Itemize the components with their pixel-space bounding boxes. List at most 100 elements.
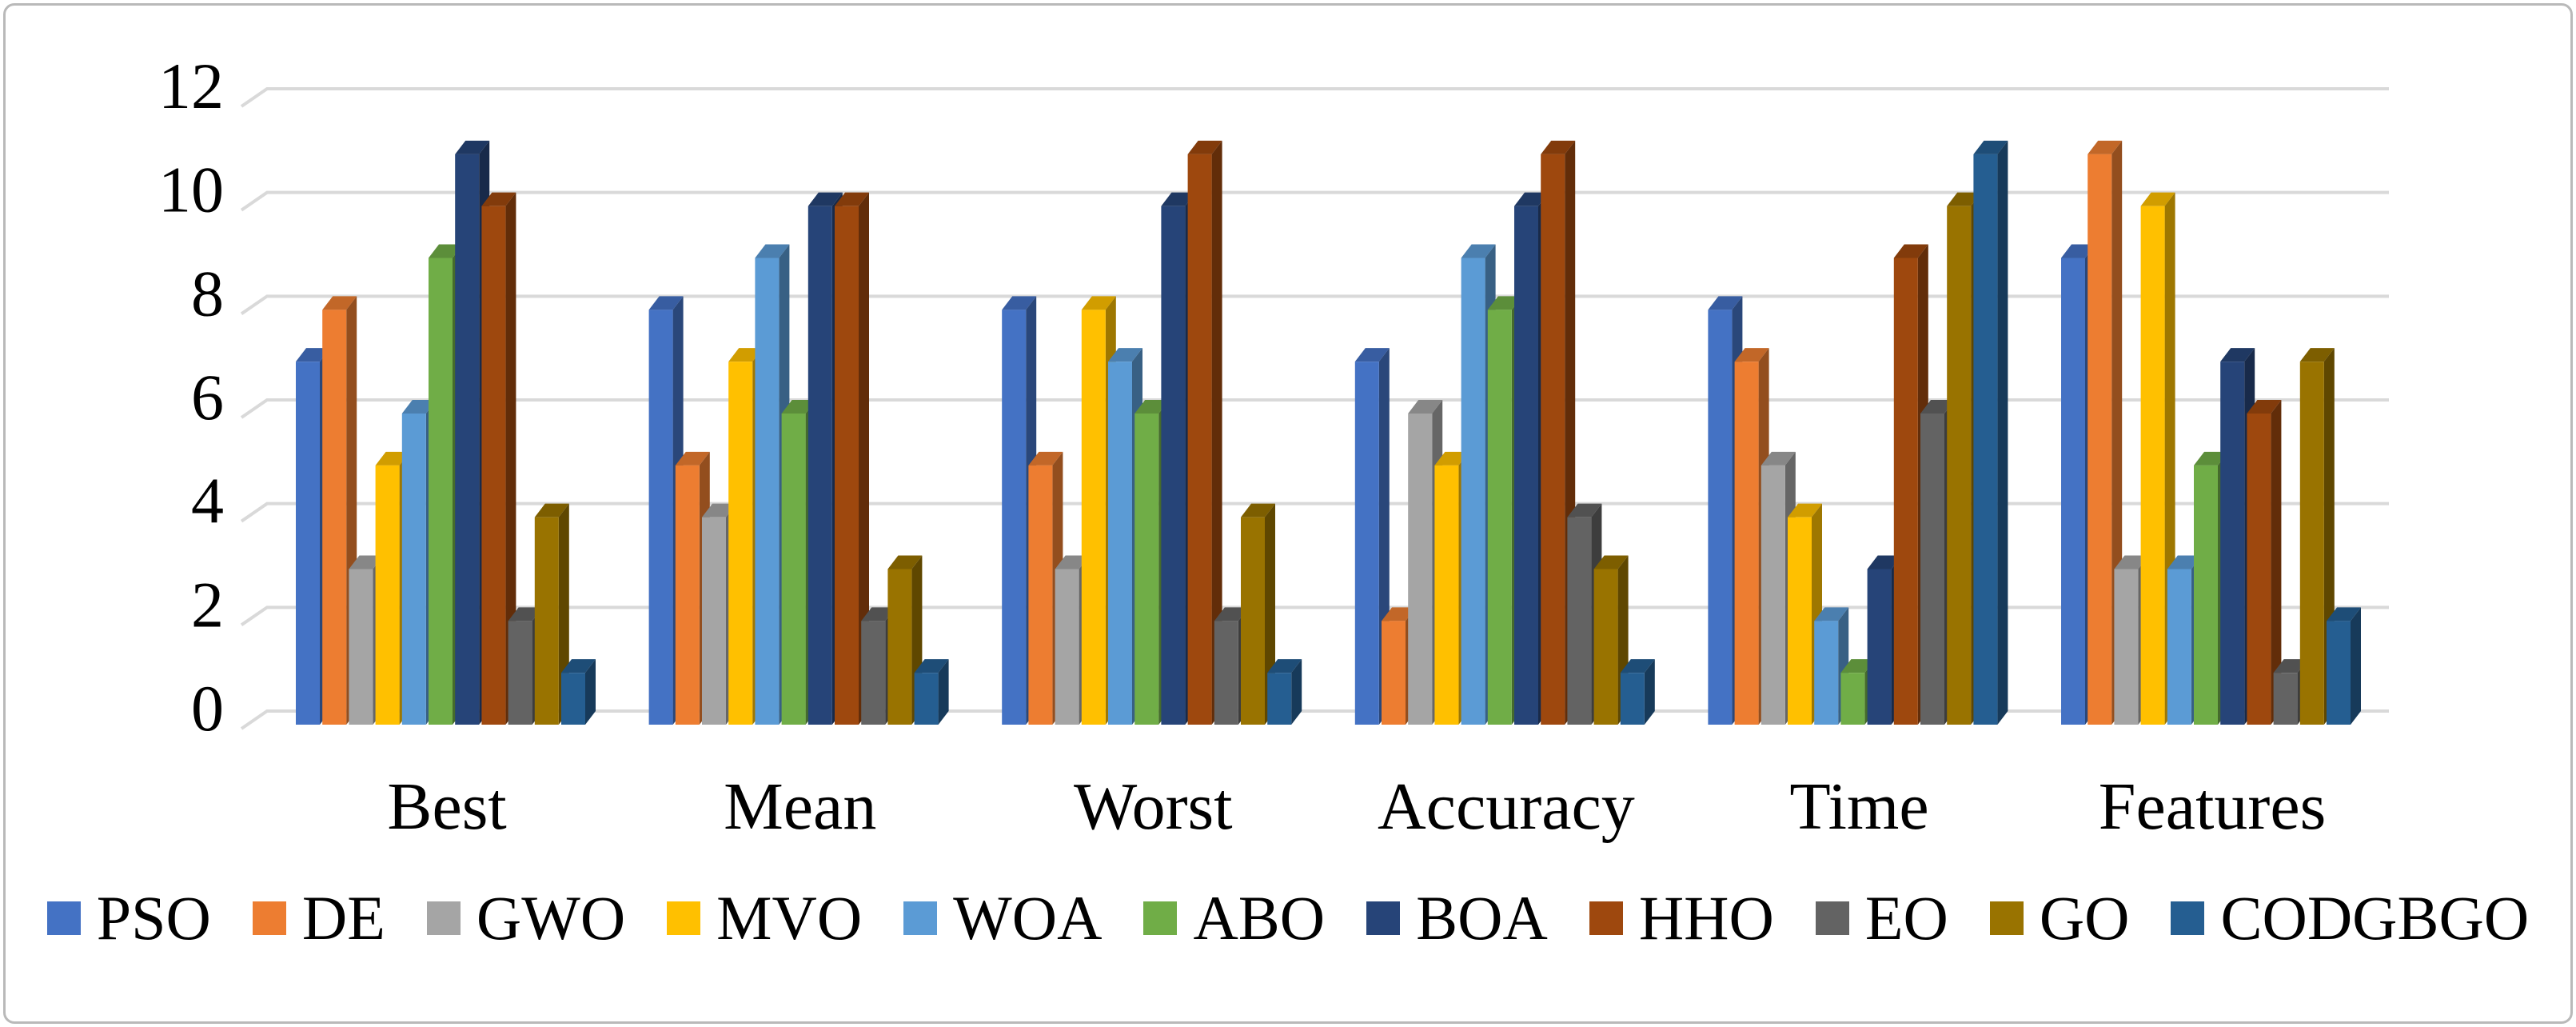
legend-swatch-WOA <box>903 901 938 935</box>
bar-GO-Accuracy <box>1593 569 1618 725</box>
legend-label-GWO: GWO <box>476 883 626 953</box>
bar-CODGBGO-Best <box>561 673 585 725</box>
bar-PSO-Accuracy <box>1354 362 1379 725</box>
bar-GWO-Time <box>1761 465 1785 725</box>
legend-item-ABO: ABO <box>1143 887 1325 949</box>
bar-side-HHO-Mean <box>859 192 869 725</box>
bar-top-MVO-Mean <box>728 348 764 362</box>
bar-top-WOA-Best <box>401 400 437 414</box>
bar-top-GO-Accuracy <box>1593 555 1629 569</box>
x-category-label-Time: Time <box>1789 769 1928 844</box>
bar-top-HHO-Best <box>481 192 516 206</box>
legend-label-WOA: WOA <box>953 883 1103 953</box>
bar-top-DE-Worst <box>1028 451 1063 466</box>
bar-PSO-Best <box>296 362 320 725</box>
bar-CODGBGO-Accuracy <box>1620 673 1645 725</box>
bar-top-BOA-Accuracy <box>1514 192 1549 206</box>
bar-GO-Worst <box>1241 517 1265 725</box>
bar-top-GO-Features <box>2299 348 2335 362</box>
bar-top-MVO-Worst <box>1081 296 1116 310</box>
bar-top-HHO-Mean <box>835 192 869 206</box>
gridline <box>240 398 2389 419</box>
bar-top-HHO-Features <box>2247 400 2282 414</box>
bar-top-EO-Mean <box>861 607 896 621</box>
bar-top-EO-Features <box>2273 659 2308 673</box>
legend-swatch-EO <box>1815 901 1849 935</box>
gridline <box>240 190 2389 212</box>
bar-top-CODGBGO-Worst <box>1267 659 1302 673</box>
legend-label-DE: DE <box>301 883 385 953</box>
bar-top-CODGBGO-Time <box>1973 140 2008 154</box>
legend-item-GO: GO <box>1989 883 2130 953</box>
bar-top-HHO-Accuracy <box>1541 140 1576 154</box>
bar-top-DE-Mean <box>675 451 710 466</box>
bar-side-HHO-Best <box>505 192 516 725</box>
bar-top-BOA-Worst <box>1161 192 1196 206</box>
bar-GO-Features <box>2299 362 2324 725</box>
bar-CODGBGO-Time <box>1973 154 1998 725</box>
bar-top-MVO-Time <box>1788 503 1822 517</box>
bar-top-PSO-Features <box>2061 244 2095 258</box>
bar-top-PSO-Mean <box>648 296 684 310</box>
bar-side-CODGBGO-Mean <box>938 659 949 725</box>
bar-top-CODGBGO-Accuracy <box>1620 659 1655 673</box>
y-tick-label: 0 <box>191 672 224 745</box>
bar-top-PSO-Worst <box>1002 296 1037 310</box>
bar-HHO-Best <box>481 206 506 725</box>
bar-side-HHO-Worst <box>1211 140 1222 725</box>
y-tick-label: 12 <box>158 50 224 122</box>
bar-top-ABO-Time <box>1840 659 1876 673</box>
bar-EO-Mean <box>861 621 886 725</box>
bar-top-WOA-Mean <box>755 244 790 258</box>
bar-BOA-Worst <box>1161 206 1186 725</box>
bar-top-DE-Time <box>1734 348 1769 362</box>
legend-swatch-DE <box>252 901 286 935</box>
bar-top-EO-Best <box>508 607 543 621</box>
bar-ABO-Features <box>2194 465 2218 725</box>
legend-label-GO: GO <box>2039 883 2130 953</box>
bar-top-ABO-Accuracy <box>1487 296 1522 310</box>
legend-swatch-BOA <box>1366 901 1401 935</box>
bar-EO-Best <box>508 621 532 725</box>
bar-WOA-Features <box>2167 569 2191 725</box>
bar-top-DE-Best <box>322 296 357 310</box>
x-category-label-Accuracy: Accuracy <box>1378 769 1635 844</box>
bar-HHO-Mean <box>835 206 859 725</box>
legend-label-EO: EO <box>1864 883 1948 953</box>
bar-HHO-Worst <box>1187 154 1212 725</box>
bar-MVO-Best <box>375 465 400 725</box>
bar-ABO-Best <box>429 258 453 725</box>
gridline <box>240 87 2389 108</box>
bar-top-CODGBGO-Best <box>561 659 596 673</box>
bar-WOA-Mean <box>755 258 780 725</box>
bar-top-BOA-Features <box>2220 348 2255 362</box>
bar-GWO-Features <box>2114 569 2139 725</box>
bar-BOA-Time <box>1867 569 1892 725</box>
bar-top-PSO-Time <box>1708 296 1743 310</box>
bar-DE-Accuracy <box>1382 621 1406 725</box>
bar-PSO-Time <box>1708 310 1733 725</box>
bar-EO-Worst <box>1214 621 1238 725</box>
legend-item-DE: DE <box>252 883 385 953</box>
bar-top-GO-Worst <box>1241 503 1275 517</box>
bar-EO-Accuracy <box>1567 517 1592 725</box>
bar-BOA-Best <box>455 154 480 725</box>
legend-swatch-HHO <box>1589 901 1623 935</box>
gridline <box>240 605 2389 626</box>
bar-HHO-Features <box>2247 414 2271 725</box>
bar-top-ABO-Best <box>429 244 463 258</box>
bar-GWO-Accuracy <box>1408 414 1433 725</box>
bar-top-BOA-Time <box>1867 555 1902 569</box>
bar-ABO-Worst <box>1134 414 1159 725</box>
chart-legend: PSO DE GWO MVO WOA ABO BOA HHO EO GO CODGBGO <box>0 870 2576 966</box>
bar-MVO-Features <box>2140 206 2165 725</box>
bar-PSO-Features <box>2061 258 2085 725</box>
bar-top-CODGBGO-Mean <box>914 659 949 673</box>
bar-WOA-Best <box>401 414 426 725</box>
bar-top-PSO-Best <box>296 348 330 362</box>
legend-swatch-MVO <box>667 901 701 935</box>
bar-top-WOA-Time <box>1814 607 1849 621</box>
bar-top-EO-Time <box>1920 400 1955 414</box>
bar-top-EO-Worst <box>1214 607 1249 621</box>
bar-GWO-Mean <box>702 517 726 725</box>
